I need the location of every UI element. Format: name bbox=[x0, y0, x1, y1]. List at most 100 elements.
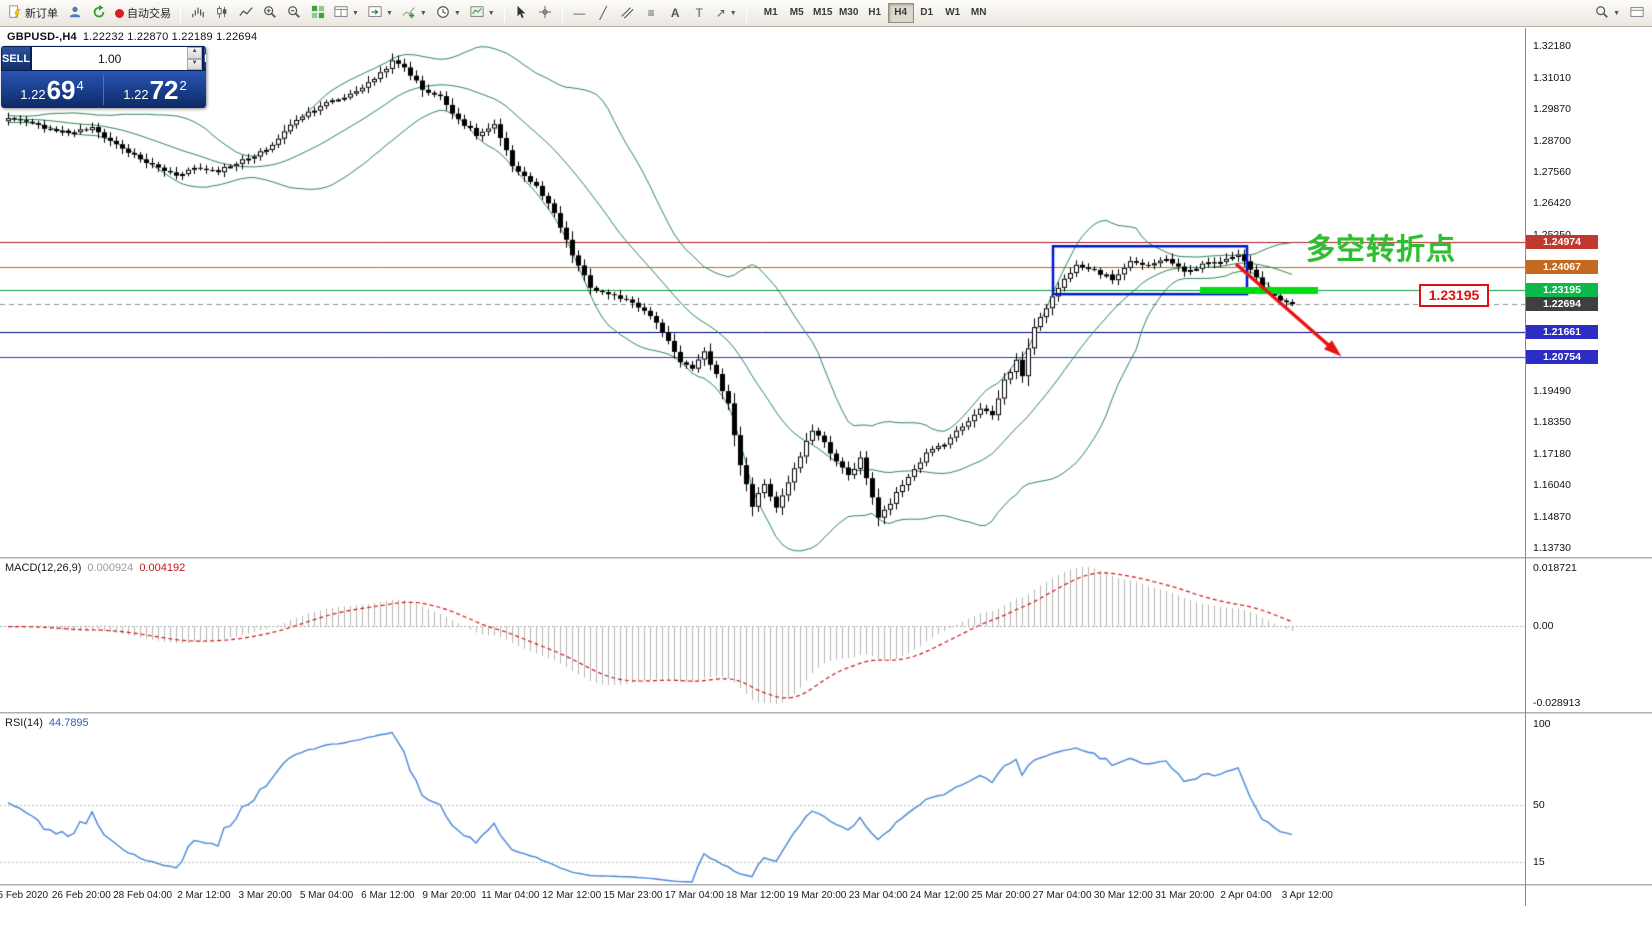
autoscroll-button[interactable]: ▼ bbox=[364, 2, 397, 24]
timeframe-H1-button[interactable]: H1 bbox=[862, 3, 888, 23]
time-axis-label: 27 Mar 04:00 bbox=[1032, 890, 1092, 901]
price-axis-divider bbox=[1525, 28, 1526, 906]
zoom-in-icon bbox=[263, 5, 277, 22]
sell-price-display[interactable]: 1.22 69 4 bbox=[1, 77, 103, 103]
bar-chart-button[interactable] bbox=[186, 2, 209, 24]
time-axis-label: 25 Feb 2020 bbox=[0, 890, 49, 901]
tile-windows-button[interactable] bbox=[306, 2, 329, 24]
panel-divider[interactable] bbox=[0, 712, 1652, 714]
timeframe-W1-button[interactable]: W1 bbox=[940, 3, 966, 23]
periods-button[interactable]: ▼ bbox=[432, 2, 465, 24]
rsi-value: 44.7895 bbox=[48, 717, 89, 729]
channel-button[interactable] bbox=[616, 2, 639, 24]
price-chart-canvas[interactable] bbox=[0, 28, 1525, 557]
text-tool-button[interactable]: A bbox=[664, 2, 687, 24]
market-watch-button[interactable] bbox=[63, 2, 86, 24]
buy-price-pip: 2 bbox=[179, 77, 187, 93]
time-axis-label: 3 Mar 20:00 bbox=[238, 890, 292, 901]
toolbar-separator bbox=[745, 4, 747, 22]
time-axis-label: 18 Mar 12:00 bbox=[726, 890, 786, 901]
panel-divider[interactable] bbox=[0, 884, 1652, 886]
rsi-name: RSI(14) bbox=[5, 717, 43, 729]
price-level-callout[interactable]: 1.23195 bbox=[1419, 284, 1489, 307]
refresh-button[interactable] bbox=[87, 2, 110, 24]
dropdown-caret-icon: ▼ bbox=[1613, 9, 1620, 17]
timeframe-toolbar: M1 M5 M15 M30 H1 H4 D1 W1 MN bbox=[758, 3, 992, 23]
time-axis-label: 23 Mar 04:00 bbox=[848, 890, 908, 901]
candlestick-chart-icon bbox=[215, 5, 229, 22]
horizontal-line-button[interactable]: — bbox=[568, 2, 591, 24]
crosshair-button[interactable] bbox=[534, 2, 557, 24]
timeframe-M1-button[interactable]: M1 bbox=[758, 3, 784, 23]
sell-price-prefix: 1.22 bbox=[20, 86, 46, 102]
price-tick-label: 1.28700 bbox=[1533, 134, 1571, 147]
trendline-button[interactable]: ╱ bbox=[592, 2, 615, 24]
volume-decrease-button[interactable]: ▼ bbox=[187, 58, 203, 70]
trendline-icon: ╱ bbox=[599, 6, 607, 20]
timeframe-M30-button[interactable]: M30 bbox=[836, 3, 862, 23]
add-indicator-icon bbox=[402, 5, 416, 22]
sell-button[interactable]: SELL bbox=[1, 46, 32, 71]
zoom-out-button[interactable] bbox=[282, 2, 305, 24]
volume-spinner: ▲ ▼ bbox=[187, 47, 203, 70]
macd-indicator-canvas[interactable] bbox=[0, 559, 1525, 712]
profiles-button[interactable]: ▼ bbox=[330, 2, 363, 24]
volume-increase-button[interactable]: ▲ bbox=[187, 47, 203, 59]
arrows-tool-button[interactable]: ↗ ▼ bbox=[712, 2, 741, 24]
timeframe-MN-button[interactable]: MN bbox=[966, 3, 992, 23]
cursor-icon bbox=[514, 5, 528, 22]
price-tag: 1.24974 bbox=[1526, 235, 1598, 250]
template-icon bbox=[470, 5, 484, 22]
macd-signal-value: 0.004192 bbox=[139, 562, 186, 574]
price-tick-label: 1.13730 bbox=[1533, 542, 1571, 555]
new-order-button[interactable]: 新订单 bbox=[4, 2, 62, 24]
macd-name: MACD(12,26,9) bbox=[5, 562, 82, 574]
add-indicator-button[interactable]: ▼ bbox=[398, 2, 431, 24]
line-chart-button[interactable] bbox=[234, 2, 257, 24]
rsi-indicator-canvas[interactable] bbox=[0, 714, 1525, 884]
price-tick-label: 1.17180 bbox=[1533, 448, 1571, 461]
timeframe-D1-button[interactable]: D1 bbox=[914, 3, 940, 23]
timeframe-H4-button[interactable]: H4 bbox=[887, 3, 914, 23]
fibonacci-button[interactable]: ≡ bbox=[640, 2, 663, 24]
autotrading-button[interactable]: 自动交易 bbox=[111, 2, 175, 24]
buy-price-display[interactable]: 1.22 72 2 bbox=[104, 77, 206, 103]
label-tool-icon: T bbox=[695, 6, 703, 20]
chart-annotation-text[interactable]: 多空转折点 bbox=[1306, 234, 1457, 266]
chart-symbol-title: GBPUSD-,H4 1.22232 1.22870 1.22189 1.2269… bbox=[7, 31, 257, 43]
sell-price-pip: 4 bbox=[76, 77, 84, 93]
autotrading-status-icon bbox=[115, 8, 124, 18]
time-axis-label: 19 Mar 20:00 bbox=[787, 890, 847, 901]
new-order-label: 新订单 bbox=[25, 8, 58, 20]
panel-divider[interactable] bbox=[0, 557, 1652, 559]
dropdown-caret-icon: ▼ bbox=[729, 9, 737, 17]
time-axis-label: 26 Feb 20:00 bbox=[51, 890, 111, 901]
timeframe-M5-button[interactable]: M5 bbox=[784, 3, 810, 23]
search-button[interactable]: ▼ bbox=[1591, 2, 1624, 24]
buy-button[interactable]: BUY bbox=[203, 46, 206, 71]
macd-scale-label: -0.028913 bbox=[1533, 697, 1581, 709]
time-axis-label: 9 Mar 20:00 bbox=[422, 890, 476, 901]
profiles-icon bbox=[334, 5, 348, 22]
rsi-scale-label: 50 bbox=[1533, 799, 1545, 811]
label-tool-button[interactable]: T bbox=[688, 2, 711, 24]
price-axis[interactable]: 1.32180 1.31010 1.29870 1.28700 1.27560 1.264… bbox=[1526, 0, 1652, 950]
cursor-button[interactable] bbox=[510, 2, 533, 24]
fibonacci-icon: ≡ bbox=[647, 6, 655, 20]
dropdown-caret-icon: ▼ bbox=[419, 9, 427, 17]
horizontal-line-icon: — bbox=[573, 6, 586, 20]
new-order-icon bbox=[8, 4, 22, 22]
volume-input[interactable] bbox=[32, 47, 188, 70]
zoom-in-button[interactable] bbox=[258, 2, 281, 24]
price-tick-label: 1.29870 bbox=[1533, 102, 1571, 115]
price-tick-label: 1.18350 bbox=[1533, 416, 1571, 429]
timeframe-M15-button[interactable]: M15 bbox=[810, 3, 836, 23]
tile-windows-icon bbox=[311, 5, 325, 22]
clock-icon bbox=[436, 5, 450, 22]
templates-button[interactable]: ▼ bbox=[466, 2, 499, 24]
candlestick-chart-button[interactable] bbox=[210, 2, 233, 24]
autotrading-label: 自动交易 bbox=[127, 8, 171, 20]
data-window-button[interactable] bbox=[1625, 2, 1648, 24]
